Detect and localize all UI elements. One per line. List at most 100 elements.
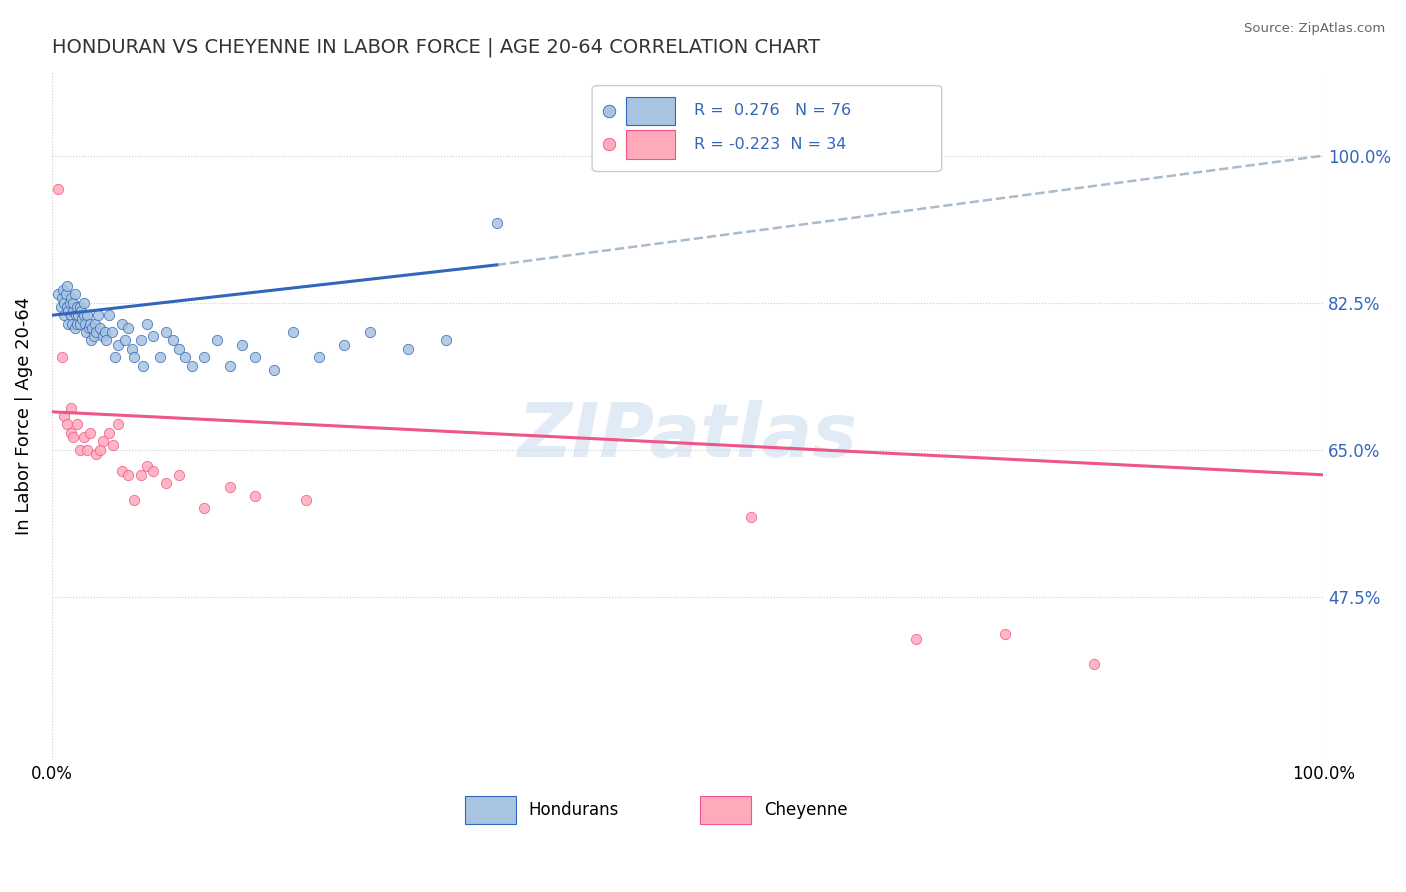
Point	[49, 300, 72, 314]
Point	[55, 287, 77, 301]
Point	[167, 342, 190, 356]
Point	[142, 464, 165, 478]
Text: HONDURAN VS CHEYENNE IN LABOR FORCE | AGE 20-64 CORRELATION CHART: HONDURAN VS CHEYENNE IN LABOR FORCE | AG…	[52, 37, 820, 57]
Point	[396, 342, 419, 356]
Point	[96, 334, 118, 348]
Point	[132, 359, 155, 373]
Point	[114, 334, 136, 348]
Point	[180, 359, 202, 373]
Point	[111, 464, 134, 478]
Point	[62, 430, 84, 444]
Point	[53, 409, 76, 423]
Point	[80, 334, 103, 348]
Point	[193, 501, 215, 516]
Point	[84, 325, 107, 339]
Point	[994, 627, 1017, 641]
Point	[136, 459, 159, 474]
Point	[69, 442, 91, 457]
Point	[72, 312, 94, 326]
Point	[79, 317, 101, 331]
Point	[69, 300, 91, 314]
Point	[51, 292, 73, 306]
Point	[111, 317, 134, 331]
Point	[121, 342, 143, 356]
Point	[73, 317, 96, 331]
Point	[308, 350, 330, 364]
Point	[89, 442, 111, 457]
Point	[231, 337, 253, 351]
Point	[218, 359, 240, 373]
Point	[86, 308, 108, 322]
Point	[58, 304, 80, 318]
Point	[107, 417, 129, 432]
Point	[104, 350, 127, 364]
Point	[59, 292, 82, 306]
Point	[218, 480, 240, 494]
Point	[46, 287, 69, 301]
Point	[59, 308, 82, 322]
Point	[263, 363, 285, 377]
Point	[1083, 657, 1105, 671]
Point	[129, 467, 152, 482]
Point	[77, 321, 100, 335]
Point	[117, 321, 139, 335]
Point	[79, 425, 101, 440]
Point	[142, 329, 165, 343]
Point	[89, 321, 111, 335]
Point	[193, 350, 215, 364]
Point	[75, 325, 97, 339]
Point	[100, 325, 122, 339]
Point	[162, 334, 184, 348]
Point	[205, 334, 228, 348]
Point	[124, 493, 146, 508]
Text: R =  0.276   N = 76: R = 0.276 N = 76	[693, 103, 851, 119]
Point	[243, 350, 266, 364]
Point	[91, 329, 114, 343]
Point	[83, 329, 105, 343]
Point	[66, 300, 89, 314]
Point	[65, 308, 87, 322]
Point	[60, 317, 83, 331]
Point	[149, 350, 172, 364]
Point	[434, 334, 457, 348]
Point	[333, 337, 356, 351]
Point	[72, 308, 94, 322]
FancyBboxPatch shape	[465, 796, 516, 823]
Point	[155, 476, 177, 491]
Point	[56, 278, 79, 293]
Y-axis label: In Labor Force | Age 20-64: In Labor Force | Age 20-64	[15, 297, 32, 535]
Point	[97, 308, 120, 322]
Text: R = -0.223  N = 34: R = -0.223 N = 34	[693, 136, 846, 152]
Point	[51, 350, 73, 364]
Point	[174, 350, 197, 364]
Point	[59, 425, 82, 440]
Point	[485, 216, 508, 230]
FancyBboxPatch shape	[700, 796, 751, 823]
Point	[69, 317, 91, 331]
Text: Source: ZipAtlas.com: Source: ZipAtlas.com	[1244, 22, 1385, 36]
Point	[84, 317, 107, 331]
Point	[53, 308, 76, 322]
Point	[56, 417, 79, 432]
Point	[62, 295, 84, 310]
Text: ZIPatlas: ZIPatlas	[517, 401, 858, 473]
Text: Hondurans: Hondurans	[529, 801, 619, 819]
Point	[70, 304, 93, 318]
Point	[58, 317, 80, 331]
Point	[63, 287, 86, 301]
Point	[84, 447, 107, 461]
Point	[46, 182, 69, 196]
FancyBboxPatch shape	[627, 129, 675, 159]
Point	[91, 434, 114, 449]
Point	[155, 325, 177, 339]
Point	[58, 295, 80, 310]
Point	[283, 325, 305, 339]
Point	[72, 430, 94, 444]
Point	[72, 295, 94, 310]
Point	[94, 325, 117, 339]
Text: Cheyenne: Cheyenne	[763, 801, 848, 819]
Point	[167, 467, 190, 482]
Point	[66, 417, 89, 432]
Point	[107, 337, 129, 351]
Point	[136, 317, 159, 331]
